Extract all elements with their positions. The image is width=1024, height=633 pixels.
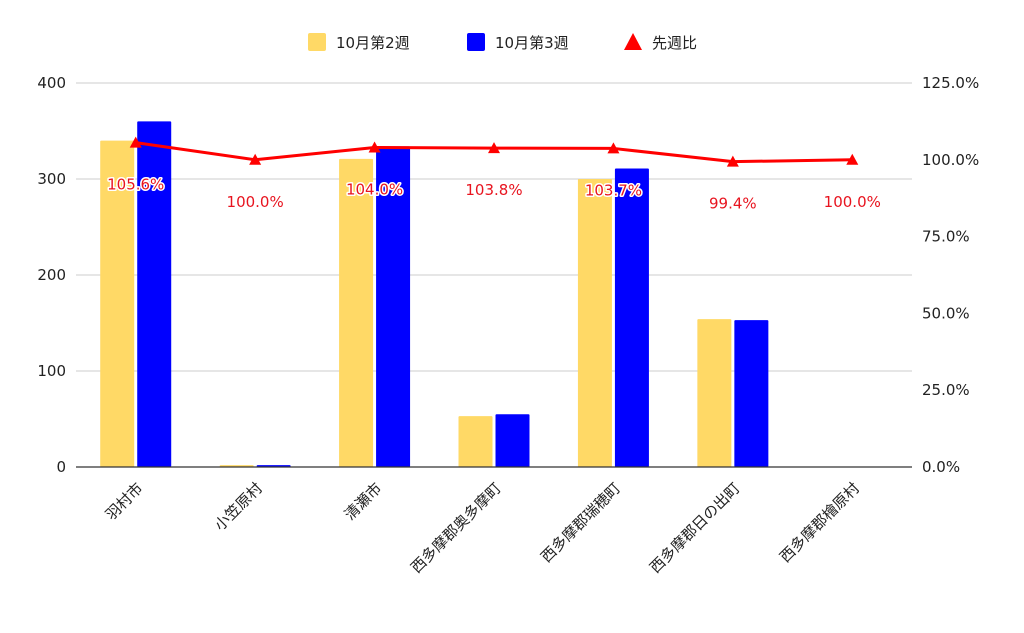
x-category-label: 西多摩郡奥多摩町 xyxy=(407,479,505,577)
x-category-label: 羽村市 xyxy=(102,479,147,524)
y-left-tick-label: 0 xyxy=(56,458,66,476)
ratio-data-label: 100.0% xyxy=(824,193,881,211)
bar-week2 xyxy=(100,140,135,467)
ratio-data-label: 105.6% xyxy=(107,176,164,194)
legend-label: 10月第2週 xyxy=(336,34,410,52)
y-right-tick-label: 25.0% xyxy=(922,381,970,399)
x-category-label: 西多摩郡日の出町 xyxy=(646,479,744,577)
bar-week2 xyxy=(577,179,612,467)
x-category-label: 西多摩郡瑞穂町 xyxy=(537,479,624,566)
y-left-tick-label: 400 xyxy=(37,74,66,92)
ratio-data-label: 99.4% xyxy=(709,195,757,213)
ratio-marker xyxy=(846,153,859,165)
y-right-tick-label: 0.0% xyxy=(922,458,960,476)
legend-swatch xyxy=(308,33,326,51)
bar-week3 xyxy=(376,146,411,468)
ratio-marker xyxy=(488,142,500,154)
x-category-label: 小笠原村 xyxy=(211,479,266,534)
y-right-tick-label: 100.0% xyxy=(922,151,979,169)
ratio-data-label: 103.7% xyxy=(585,181,642,199)
y-left-tick-label: 200 xyxy=(37,266,66,284)
ratio-data-label: 100.0% xyxy=(227,193,284,211)
legend-triangle-icon xyxy=(624,33,642,50)
legend-label: 先週比 xyxy=(652,34,697,52)
y-right-tick-label: 75.0% xyxy=(922,228,970,246)
bar-week3 xyxy=(137,121,172,468)
bar-week2 xyxy=(458,416,493,467)
y-right-tick-label: 125.0% xyxy=(922,74,979,92)
y-left-tick-label: 100 xyxy=(37,362,66,380)
ratio-marker xyxy=(368,141,381,153)
y-left-tick-label: 300 xyxy=(37,170,66,188)
ratio-data-label: 103.8% xyxy=(465,181,522,199)
ratio-marker xyxy=(129,136,142,148)
bar-week2 xyxy=(339,158,374,467)
legend-label: 10月第3週 xyxy=(495,34,569,52)
ratio-marker xyxy=(249,153,262,165)
ratio-marker xyxy=(726,155,739,167)
x-category-label: 清瀬市 xyxy=(341,479,386,524)
ratio-marker xyxy=(607,142,620,154)
bar-week3 xyxy=(614,168,649,467)
bar-week3 xyxy=(734,320,769,467)
y-right-tick-label: 50.0% xyxy=(922,304,970,322)
ratio-data-label: 104.0% xyxy=(346,181,403,199)
x-category-label: 西多摩郡檜原村 xyxy=(776,479,863,566)
bar-week2 xyxy=(697,319,732,467)
legend-swatch xyxy=(467,33,485,51)
bar-week3 xyxy=(495,414,530,467)
